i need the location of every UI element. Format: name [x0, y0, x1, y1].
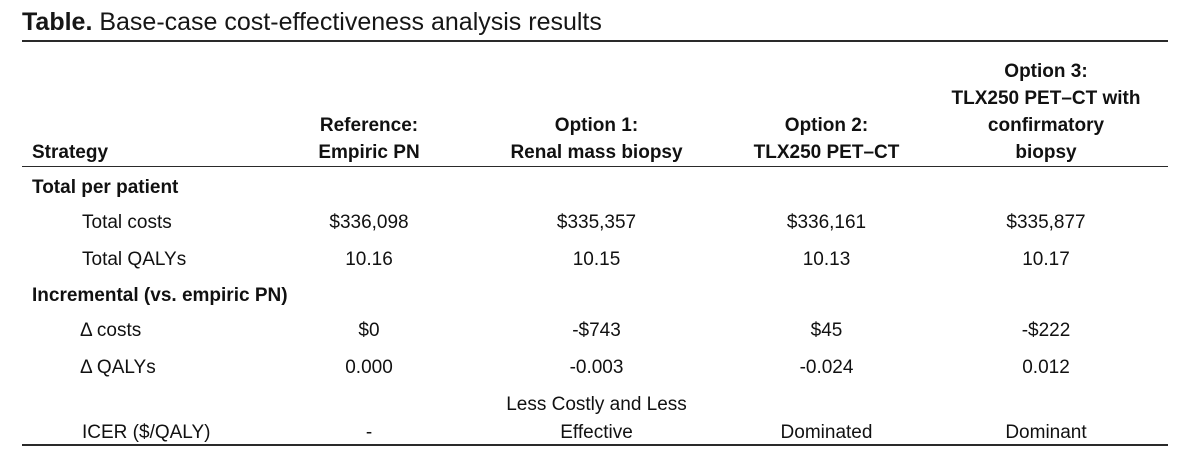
header-line: Option 1:	[554, 115, 639, 136]
caption-text: Base-case cost-effectiveness analysis re…	[92, 8, 602, 36]
header-line: TLX250 PET–CT	[753, 142, 900, 163]
cell-value: 0.000	[345, 357, 393, 378]
results-table: Strategy Reference: Empiric PN Option 1:…	[22, 42, 1168, 449]
cell-value: -0.003	[569, 357, 624, 378]
header-option-1: Option 1: Renal mass biopsy	[464, 42, 729, 169]
cell-value: -$222	[1021, 320, 1071, 341]
cell-value: $336,098	[329, 212, 409, 233]
section-title: Incremental (vs. empiric PN)	[32, 285, 288, 306]
header-option-2: Option 2: TLX250 PET–CT	[729, 42, 924, 169]
cell-value: Dominant	[1005, 422, 1087, 443]
header-strategy: Strategy	[32, 142, 109, 163]
row-label: Δ QALYs	[80, 357, 156, 378]
cell-value: 10.13	[802, 249, 851, 270]
header-line: Option 3:	[1004, 61, 1088, 82]
header-line: Empiric PN	[318, 142, 420, 163]
header-line: biopsy	[1015, 142, 1077, 163]
cell-value: $335,357	[556, 212, 637, 233]
header-line: TLX250 PET–CT with	[951, 88, 1141, 109]
cell-value: 0.012	[1022, 357, 1070, 378]
header-line: confirmatory	[987, 115, 1105, 136]
top-rule	[22, 40, 1168, 42]
table-row: Total costs $336,098 $335,357 $336,161 $…	[22, 203, 1168, 240]
table-row: Δ costs $0 -$743 $45 -$222	[22, 311, 1168, 348]
cell-value: $45	[810, 320, 843, 341]
table-row: Δ QALYs 0.000 -0.003 -0.024 0.012	[22, 348, 1168, 385]
cell-value: 10.15	[572, 249, 621, 270]
header-rule	[22, 166, 1168, 167]
section-title: Total per patient	[32, 177, 179, 198]
cell-value: $336,161	[786, 212, 867, 233]
section-row-total: Total per patient	[22, 169, 1168, 203]
cell-value: -$743	[572, 320, 621, 341]
cell-value: 10.16	[345, 249, 393, 270]
row-label: Total QALYs	[82, 249, 187, 270]
caption-label: Table.	[22, 8, 93, 36]
row-label: Δ costs	[80, 320, 142, 341]
row-label: Total costs	[82, 212, 172, 233]
cell-value: Less Costly and Less Effective	[464, 385, 729, 449]
header-line: Renal mass biopsy	[510, 142, 683, 163]
header-reference: Reference: Empiric PN	[274, 42, 464, 169]
icer-row: ICER ($/QALY) - Less Costly and Less Eff…	[22, 385, 1168, 449]
row-label: ICER ($/QALY)	[82, 422, 211, 443]
cell-value: -	[365, 422, 373, 443]
header-line: Option 2:	[784, 115, 869, 136]
cell-line: Less Costly and Less	[506, 394, 687, 415]
header-line: Reference:	[319, 115, 419, 136]
cell-value: 10.17	[1022, 249, 1070, 270]
header-option-3: Option 3: TLX250 PET–CT with confirmator…	[924, 42, 1168, 169]
table-caption: Table. Base-case cost-effectiveness anal…	[22, 6, 602, 38]
cell-value: Dominated	[780, 422, 873, 443]
bottom-rule	[22, 444, 1168, 446]
header-row: Strategy Reference: Empiric PN Option 1:…	[22, 42, 1168, 169]
cell-value: $0	[358, 320, 380, 341]
cell-line: Effective	[560, 422, 633, 443]
section-row-incremental: Incremental (vs. empiric PN)	[22, 277, 1168, 311]
cell-value: $335,877	[1006, 212, 1086, 233]
cell-value: -0.024	[799, 357, 854, 378]
table-row: Total QALYs 10.16 10.15 10.13 10.17	[22, 240, 1168, 277]
